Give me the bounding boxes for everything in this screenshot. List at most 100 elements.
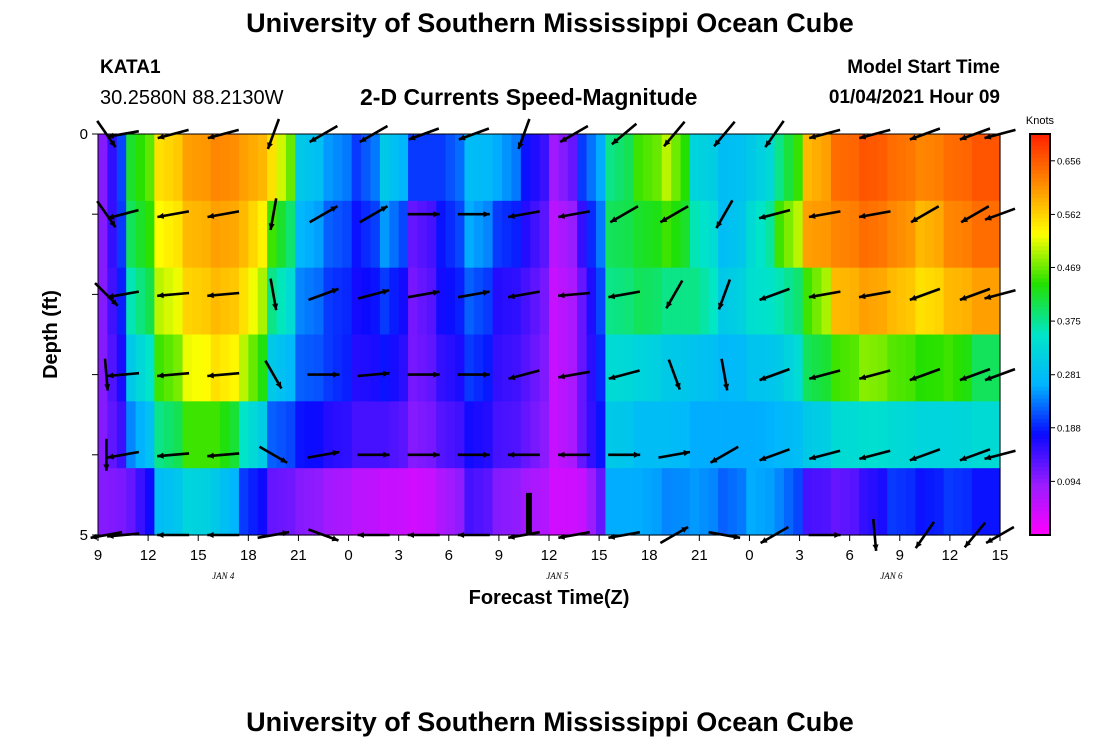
arrow-head xyxy=(157,452,164,459)
heatmap-cell xyxy=(182,134,193,202)
heatmap-cell xyxy=(408,468,419,536)
heatmap-cell xyxy=(182,468,193,536)
heatmap-cell xyxy=(595,401,606,469)
heatmap-cell xyxy=(765,267,776,336)
colorbar-swatch xyxy=(1030,386,1050,392)
heatmap-cell xyxy=(98,267,108,336)
heatmap-cell xyxy=(426,267,437,336)
heatmap-cell xyxy=(755,334,766,402)
heatmap-cell xyxy=(398,468,409,536)
heatmap-cell xyxy=(896,334,907,402)
x-tick-label: 12 xyxy=(541,547,558,564)
heatmap-cell xyxy=(332,267,343,336)
heatmap-cell xyxy=(727,468,738,536)
heatmap-cell xyxy=(408,134,419,202)
heatmap-cell xyxy=(774,401,785,469)
heatmap-cell xyxy=(436,468,447,536)
heatmap-cell xyxy=(981,200,992,269)
heatmap-cell xyxy=(896,267,907,336)
colorbar-swatch xyxy=(1030,514,1050,520)
heatmap-cell xyxy=(304,134,315,202)
heatmap-cell xyxy=(990,267,1001,336)
current-arrow xyxy=(457,371,490,378)
heatmap-cell xyxy=(953,334,964,402)
arrow-head xyxy=(909,134,917,141)
colorbar-swatch xyxy=(1030,174,1050,179)
heatmap-cell xyxy=(126,334,137,402)
colorbar-tick-label: 0.562 xyxy=(1057,210,1081,221)
heatmap-cell xyxy=(276,267,287,336)
colorbar-swatch xyxy=(1030,278,1050,283)
heatmap-cell xyxy=(398,401,409,469)
heatmap-cell xyxy=(408,401,419,469)
heatmap-cell xyxy=(229,401,240,469)
heatmap-cell xyxy=(201,134,212,202)
heatmap-cell xyxy=(417,401,428,469)
heatmap-cell xyxy=(154,401,165,469)
heatmap-cell xyxy=(821,401,832,469)
arrow-head xyxy=(959,375,967,381)
heatmap-cell xyxy=(774,334,785,402)
heatmap-cell xyxy=(605,401,616,469)
current-arrow xyxy=(507,290,540,300)
colorbar-swatch xyxy=(1030,166,1050,171)
heatmap-cell xyxy=(746,200,757,269)
heatmap-cell xyxy=(107,334,118,402)
colorbar-swatch xyxy=(1030,190,1050,195)
colorbar-swatch xyxy=(1030,362,1050,368)
heatmap-cell xyxy=(210,134,221,202)
heatmap-cell xyxy=(464,134,475,202)
arrow-head xyxy=(809,374,816,381)
colorbar-swatch xyxy=(1030,258,1050,263)
heatmap-cell xyxy=(877,334,888,402)
current-arrow xyxy=(107,450,140,460)
heatmap-cell xyxy=(361,267,372,336)
colorbar-swatch xyxy=(1030,522,1050,528)
heatmap-cell xyxy=(276,134,287,202)
heatmap-cell xyxy=(530,267,541,336)
colorbar-swatch xyxy=(1030,230,1050,235)
heatmap-cell xyxy=(144,200,155,269)
heatmap-cell xyxy=(229,267,240,336)
heatmap-cell xyxy=(812,267,823,336)
current-arrow xyxy=(308,287,339,302)
arrow-head xyxy=(959,294,967,301)
current-arrow xyxy=(157,371,190,379)
heatmap-cell xyxy=(182,267,193,336)
heatmap-cell xyxy=(746,334,757,402)
heatmap-cell xyxy=(924,334,935,402)
colorbar-swatch xyxy=(1030,210,1050,215)
current-arrow xyxy=(808,369,841,381)
heatmap-cell xyxy=(332,468,343,536)
heatmap-cell xyxy=(464,334,475,402)
heatmap-cell xyxy=(746,134,757,202)
heatmap-cell xyxy=(370,267,381,336)
arrow-head xyxy=(723,383,730,391)
heatmap-cell xyxy=(680,200,691,269)
heatmap-cell xyxy=(915,334,926,402)
heatmap-cell xyxy=(765,134,776,202)
heatmap-cell xyxy=(445,134,456,202)
colorbar-swatch xyxy=(1030,194,1050,199)
heatmap-cell xyxy=(417,334,428,402)
heatmap-cell xyxy=(229,200,240,269)
colorbar-swatch xyxy=(1030,282,1050,287)
colorbar-swatch xyxy=(1030,138,1050,143)
heatmap-cell xyxy=(332,401,343,469)
heatmap-cell xyxy=(896,200,907,269)
colorbar-swatch xyxy=(1030,206,1050,211)
arrow-head xyxy=(267,142,273,149)
current-arrow xyxy=(207,291,240,299)
heatmap-cell xyxy=(267,134,278,202)
heatmap-cell xyxy=(671,401,682,469)
current-arrow xyxy=(759,448,790,462)
colorbar-swatch xyxy=(1030,342,1050,348)
heatmap-cell xyxy=(304,468,315,536)
heatmap-cell xyxy=(342,134,353,202)
colorbar-swatch xyxy=(1030,366,1050,372)
heatmap-cell xyxy=(361,134,372,202)
heatmap-cell xyxy=(539,200,550,269)
current-arrow xyxy=(357,451,390,458)
arrow-head xyxy=(109,220,116,228)
x-tick-label: 9 xyxy=(495,547,503,564)
